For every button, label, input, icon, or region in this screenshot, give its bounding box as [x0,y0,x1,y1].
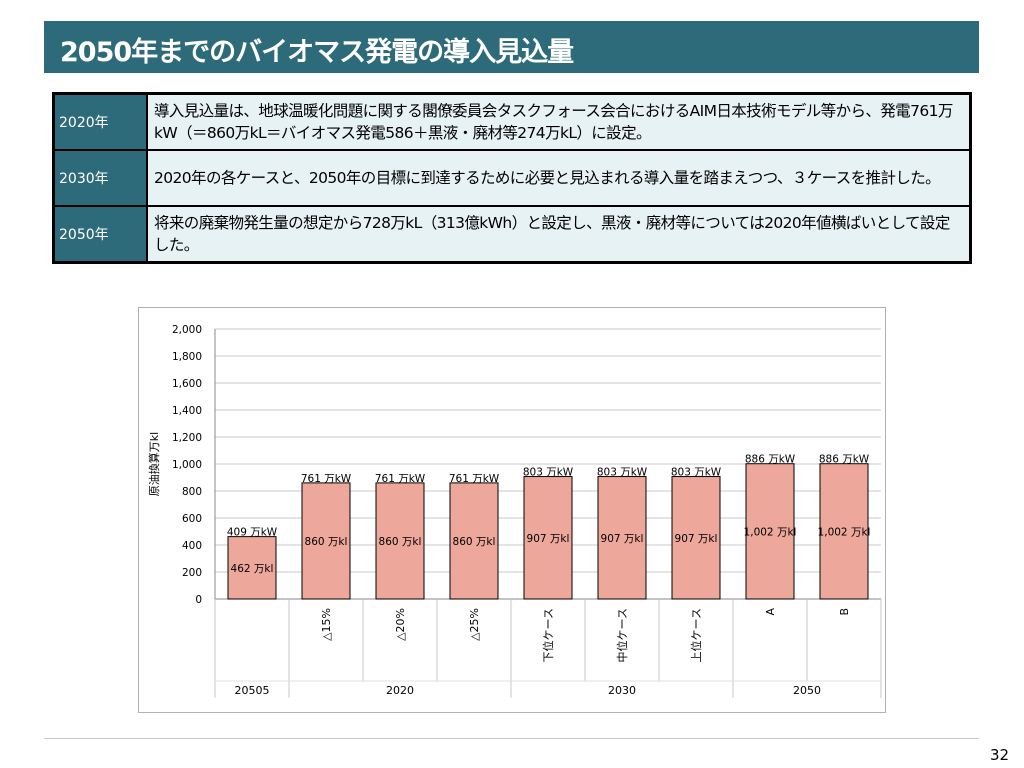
bar-kw-label: 886 万kW [819,454,870,466]
bar-kw-label: 803 万kW [523,467,574,479]
group-label: 2050 [793,684,821,697]
bar-value-label: 860 万kl [379,536,422,548]
bar [671,476,721,600]
group-label: 2020 [386,684,414,697]
title-bar: 2050年までのバイオマス発電の導入見込量 [44,21,979,73]
bar-kw-label: 761 万kW [301,473,352,485]
bar-kw-label: 803 万kW [597,467,648,479]
table-row: 2020年 導入見込量は、地球温暖化問題に関する閣僚委員会タスクフォース会合にお… [52,92,972,151]
table-row: 2050年 将来の廃棄物発生量の想定から728万kL（313億kWh）と設定し、… [52,205,972,264]
bar-value-label: 462 万kl [231,563,274,575]
bar-value-label: 1,002 万kl [744,526,797,538]
bar [819,463,869,600]
chart-frame: 2,000 1,800 1,600 1,400 1,200 1,000 800 600 400 2… [138,307,886,713]
bar-kw-label: 761 万kW [449,473,500,485]
y-tick-label: 200 [182,567,202,579]
y-tick-label: 0 [195,594,202,606]
bar-chart: 2,000 1,800 1,600 1,400 1,200 1,000 800 600 400 2… [147,324,882,698]
page-title: 2050年までのバイオマス発電の導入見込量 [60,37,574,68]
y-tick-label: 400 [182,540,202,552]
category-label: △25% [468,608,481,641]
y-axis-title: 原油換算万kl [147,432,161,496]
bar-value-label: 907 万kl [601,533,644,545]
bar-value-label: 1,002 万kl [818,526,871,538]
bar [449,482,499,600]
bar-kw-label: 886 万kW [745,454,796,466]
bar-value-label: 860 万kl [453,536,496,548]
row-year: 2050年 [52,205,148,264]
category-label: B [838,608,851,616]
category-label: 下位ケース [541,608,555,662]
row-description: 2020年の各ケースと、2050年の目標に到達するために必要と見込まれる導入量を… [146,149,972,207]
bar-kw-label: 803 万kW [671,467,722,479]
row-year: 2030年 [52,149,148,207]
bar-value-label: 860 万kl [305,536,348,548]
bar [375,482,425,600]
bar [227,536,277,600]
group-label: 20505 [235,684,270,697]
group-label: 2030 [608,684,636,697]
y-tick-label: 1,400 [172,405,202,417]
category-label: △20% [394,608,407,641]
bar [523,476,573,600]
y-tick-label: 1,200 [172,432,202,444]
bar-value-label: 907 万kl [675,533,718,545]
bar-value-label: 907 万kl [527,533,570,545]
category-label: A [764,608,777,616]
summary-table: 2020年 導入見込量は、地球温暖化問題に関する閣僚委員会タスクフォース会合にお… [52,92,972,264]
row-description: 導入見込量は、地球温暖化問題に関する閣僚委員会タスクフォース会合におけるAIM日… [146,92,972,151]
bar [597,476,647,600]
bar [301,482,351,600]
y-tick-label: 1,600 [172,378,202,390]
row-description: 将来の廃棄物発生量の想定から728万kL（313億kWh）と設定し、黒液・廃材等… [146,205,972,264]
y-tick-label: 800 [182,486,202,498]
table-row: 2030年 2020年の各ケースと、2050年の目標に到達するために必要と見込ま… [52,149,972,207]
y-tick-label: 2,000 [172,324,202,336]
page-number: 32 [990,746,1010,764]
y-tick-label: 600 [182,513,202,525]
category-label: 中位ケース [615,608,629,662]
bar [745,463,795,600]
category-label: △15% [320,608,333,641]
category-label: 上位ケース [689,608,703,662]
bar-kw-label: 761 万kW [375,473,426,485]
footer-divider [44,738,979,739]
y-tick-label: 1,800 [172,351,202,363]
bar-kw-label: 409 万kW [227,527,278,539]
row-year: 2020年 [52,92,148,151]
y-tick-label: 1,000 [172,459,202,471]
